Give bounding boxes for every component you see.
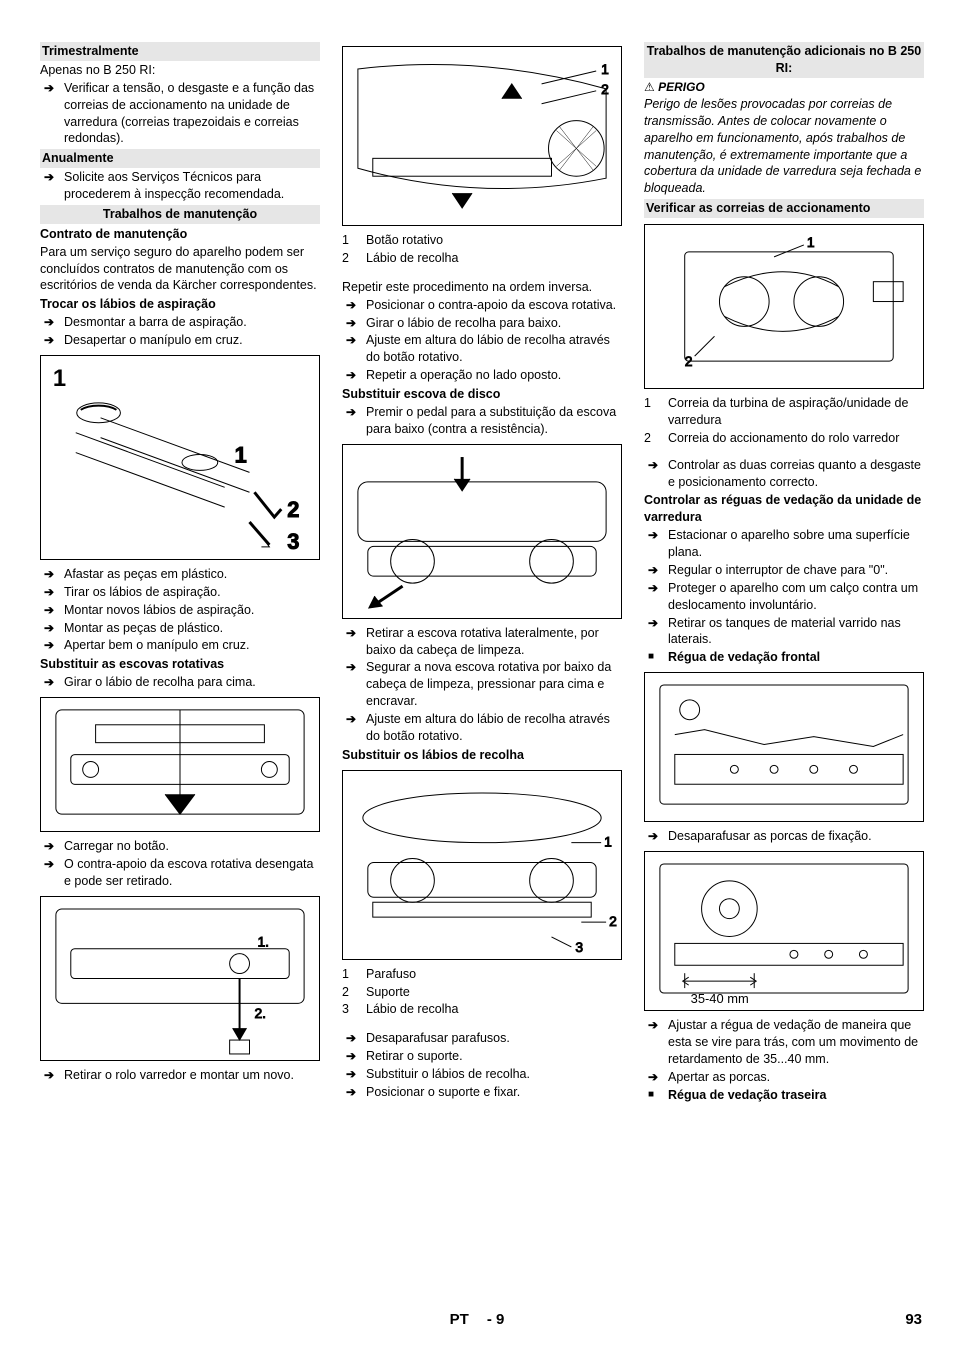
- legend-item: 2Suporte: [342, 984, 622, 1001]
- step: Desmontar a barra de aspiração.: [40, 314, 320, 331]
- svg-text:3: 3: [575, 939, 583, 955]
- step: Retirar a escova rotativa lateralmente, …: [342, 625, 622, 659]
- legend-text: Lábio de recolha: [366, 251, 458, 265]
- step: Girar o lábio de recolha para cima.: [40, 674, 320, 691]
- legend-text: Correia da turbina de aspiração/unidade …: [668, 396, 908, 427]
- legend-item: 2Correia do accionamento do rolo varredo…: [644, 430, 924, 447]
- figure-seal-adjust: 35-40 mm: [644, 851, 924, 1011]
- step: O contra-apoio da escova rotativa deseng…: [40, 856, 320, 890]
- svg-text:3: 3: [287, 529, 299, 554]
- step: Segurar a nova escova rotativa por baixo…: [342, 659, 622, 710]
- figure-collect-lips: 1 2 3: [342, 770, 622, 960]
- svg-text:2: 2: [601, 81, 609, 97]
- step: Premir o pedal para a substituição da es…: [342, 404, 622, 438]
- step: Regular o interruptor de chave para "0".: [644, 562, 924, 579]
- step: Tirar os lábios de aspiração.: [40, 584, 320, 601]
- legend-text: Correia do accionamento do rolo varredor: [668, 431, 899, 445]
- step: Proteger o aparelho com um calço contra …: [644, 580, 924, 614]
- heading-additional: Trabalhos de manutenção adicionais no B …: [644, 42, 924, 78]
- figure-belts: 1 2: [644, 224, 924, 389]
- heading-maintenance: Trabalhos de manutenção: [40, 205, 320, 224]
- footer-page-local: - 9: [487, 1310, 505, 1330]
- svg-text:2: 2: [609, 913, 617, 929]
- svg-text:2: 2: [287, 497, 299, 522]
- warning-label: ⚠ PERIGO: [644, 79, 924, 95]
- legend-text: Botão rotativo: [366, 233, 443, 247]
- figure-dimension: 35-40 mm: [691, 991, 749, 1006]
- legend-text: Lábio de recolha: [366, 1002, 458, 1016]
- subheading-replace-collect: Substituir os lábios de recolha: [342, 747, 622, 764]
- step: Apertar bem o manípulo em cruz.: [40, 637, 320, 654]
- step: Retirar o suporte.: [342, 1048, 622, 1065]
- footer-lang: PT: [450, 1310, 469, 1330]
- step: Controlar as duas correias quanto a desg…: [644, 457, 924, 491]
- svg-text:2.: 2.: [254, 1005, 266, 1021]
- subheading-replace-lips: Trocar os lábios de aspiração: [40, 296, 320, 313]
- step: Desaparafusar as porcas de fixação.: [644, 828, 924, 845]
- subheading-replace-brush: Substituir as escovas rotativas: [40, 656, 320, 673]
- figure-brush-remove: 1. 2.: [40, 896, 320, 1061]
- footer-center: PT - 9: [0, 1310, 954, 1330]
- step: Ajuste em altura do lábio de recolha atr…: [342, 332, 622, 366]
- step: Desaparafusar parafusos.: [342, 1030, 622, 1047]
- legend-text: Parafuso: [366, 967, 416, 981]
- heading-check-belts: Verificar as correias de accionamento: [644, 199, 924, 218]
- step: Substituir o lábios de recolha.: [342, 1066, 622, 1083]
- step: Retirar os tanques de material varrido n…: [644, 615, 924, 649]
- heading-annual: Anualmente: [40, 149, 320, 168]
- step: Montar as peças de plástico.: [40, 620, 320, 637]
- svg-text:1: 1: [235, 442, 247, 467]
- step: Afastar as peças em plástico.: [40, 566, 320, 583]
- footer-page-number: 93: [905, 1310, 922, 1330]
- bullet-front-seal: Régua de vedação frontal: [644, 649, 924, 666]
- legend-item: 1Parafuso: [342, 966, 622, 983]
- subheading-contract: Contrato de manutenção: [40, 226, 320, 243]
- svg-text:1: 1: [604, 833, 612, 849]
- step: Solicite aos Serviços Técnicos para proc…: [40, 169, 320, 203]
- figure-seal-front: [644, 672, 924, 822]
- svg-text:2: 2: [685, 353, 693, 369]
- svg-text:1.: 1.: [257, 933, 269, 949]
- bullet-rear-seal: Régua de vedação traseira: [644, 1087, 924, 1104]
- step: Verificar a tensão, o desgaste e a funçã…: [40, 80, 320, 148]
- legend-item: 1Botão rotativo: [342, 232, 622, 249]
- svg-text:1: 1: [601, 61, 609, 77]
- figure-brush-top: [40, 697, 320, 832]
- step: Retirar o rolo varredor e montar um novo…: [40, 1067, 320, 1084]
- text-intro: Apenas no B 250 RI:: [40, 62, 320, 79]
- step: Repetir a operação no lado oposto.: [342, 367, 622, 384]
- step: Desapertar o manípulo em cruz.: [40, 332, 320, 349]
- heading-quarterly: Trimestralmente: [40, 42, 320, 61]
- step: Girar o lábio de recolha para baixo.: [342, 315, 622, 332]
- step: Apertar as porcas.: [644, 1069, 924, 1086]
- text-contract: Para um serviço seguro do aparelho podem…: [40, 244, 320, 295]
- legend-item: 1Correia da turbina de aspiração/unidade…: [644, 395, 924, 429]
- warning-text: Perigo de lesões provocadas por correias…: [644, 96, 924, 197]
- step: Ajuste em altura do lábio de recolha atr…: [342, 711, 622, 745]
- subheading-check-seals: Controlar as réguas de vedação da unidad…: [644, 492, 924, 526]
- step: Posicionar o contra-apoio da escova rota…: [342, 297, 622, 314]
- step: Posicionar o suporte e fixar.: [342, 1084, 622, 1101]
- step: Carregar no botão.: [40, 838, 320, 855]
- svg-text:1: 1: [807, 234, 815, 250]
- step: Estacionar o aparelho sobre uma superfíc…: [644, 527, 924, 561]
- subheading-disc-brush: Substituir escova de disco: [342, 386, 622, 403]
- step: Ajustar a régua de vedação de maneira qu…: [644, 1017, 924, 1068]
- figure-squeegee: 1 1 2 3: [40, 355, 320, 560]
- figure-rotary: 1 2: [342, 46, 622, 226]
- figure-disc: [342, 444, 622, 619]
- legend-item: 3Lábio de recolha: [342, 1001, 622, 1018]
- legend-text: Suporte: [366, 985, 410, 999]
- step: Montar novos lábios de aspiração.: [40, 602, 320, 619]
- svg-text:1: 1: [53, 365, 66, 392]
- legend-item: 2Lábio de recolha: [342, 250, 622, 267]
- text-repeat: Repetir este procedimento na ordem inver…: [342, 279, 622, 296]
